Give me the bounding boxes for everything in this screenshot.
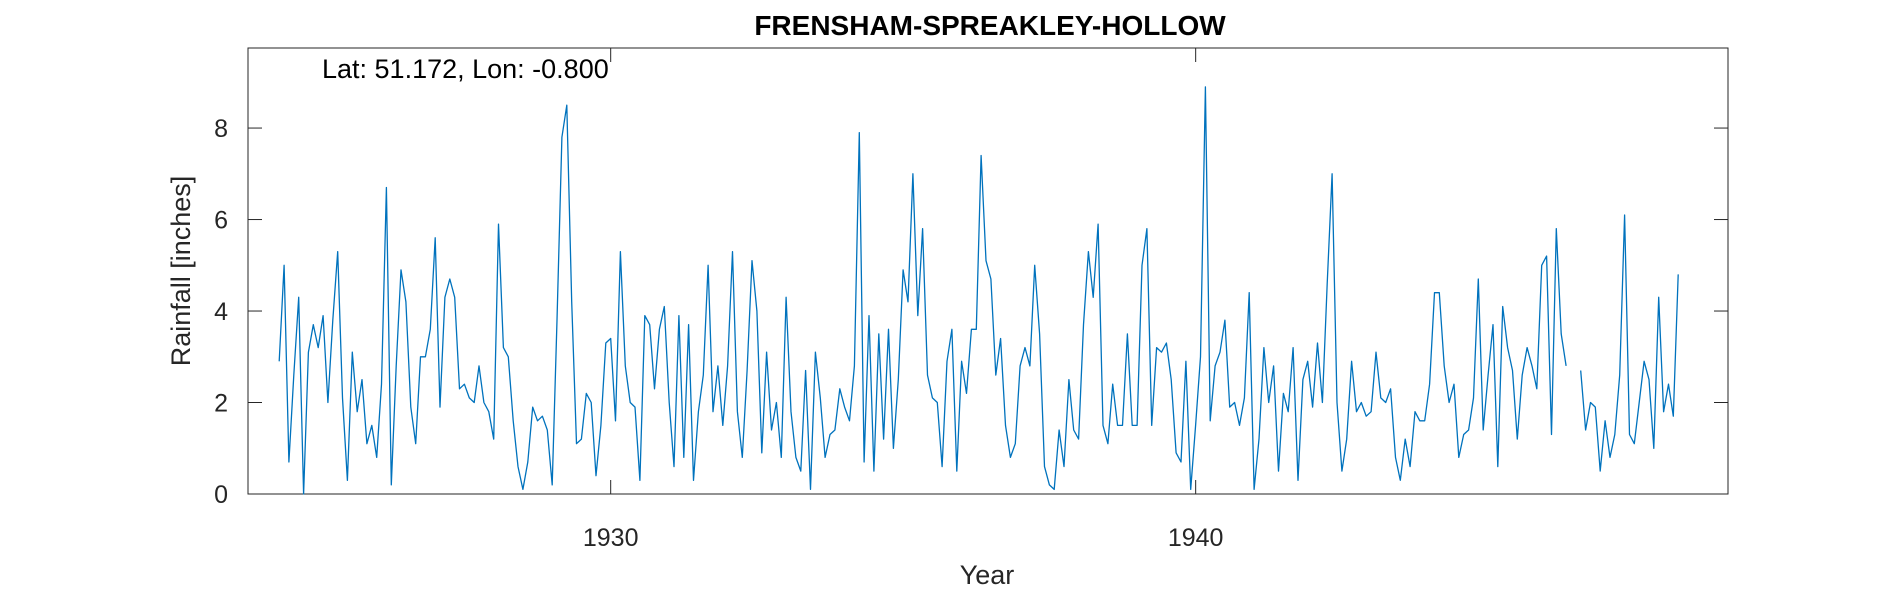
location-annotation: Lat: 51.172, Lon: -0.800 [322, 54, 609, 84]
x-tick-label-1: 1940 [1168, 524, 1224, 552]
rainfall-series-line [278, 86, 1567, 495]
y-tick-label-1: 2 [214, 390, 228, 418]
y-tick-label-3: 6 [214, 207, 228, 235]
x-tick-label-0: 1930 [583, 524, 639, 552]
x-axis-label: Year [960, 560, 1015, 590]
rainfall-series-line-segment-1 [1580, 214, 1679, 472]
y-tick-label-0: 0 [214, 481, 228, 509]
chart-title: FRENSHAM-SPREAKLEY-HOLLOW [754, 10, 1226, 41]
y-tick-label-4: 8 [214, 115, 228, 143]
y-tick-label-2: 4 [214, 298, 228, 326]
y-axis-ticks: 0 2 4 6 8 [214, 115, 1728, 509]
plot-area [247, 47, 1729, 495]
x-axis-ticks: 1930 1940 [583, 48, 1224, 552]
y-axis-label: Rainfall [inches] [166, 176, 196, 367]
